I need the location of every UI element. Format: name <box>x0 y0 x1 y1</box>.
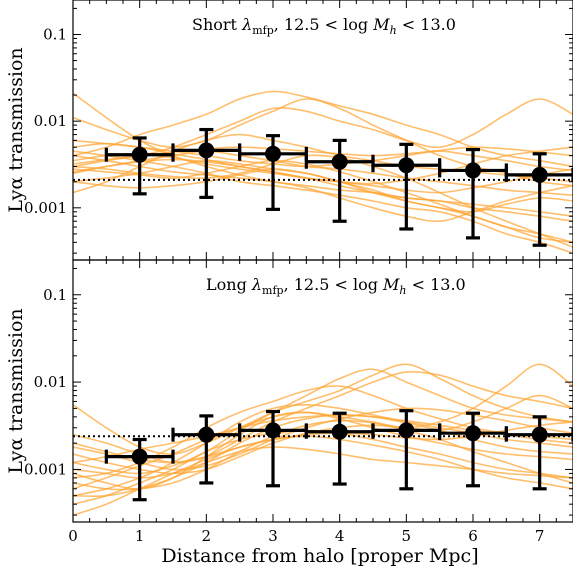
x-axis-label: Distance from halo [proper Mpc] <box>161 545 478 567</box>
top-sightline-12 <box>73 159 573 244</box>
top-axis-ticks: 0.001 0.01 0.1 <box>24 0 573 260</box>
top-data-point-group-7 <box>504 152 573 247</box>
top-data-point-group-6 <box>438 147 508 240</box>
bottom-y-tick-label: 0.1 <box>43 286 67 304</box>
top-data-point-6 <box>465 162 481 179</box>
bottom-panel: 0.001 0.01 0.1 Long λmfp, 12.5 < log Mh < … <box>5 259 573 523</box>
bottom-data-point-group-5 <box>371 409 442 491</box>
bottom-data-point-4 <box>331 423 348 440</box>
bottom-binned-points <box>104 409 573 502</box>
top-panel: 0.001 0.01 0.1 Short λmfp, 12.5 < log Mh <… <box>5 0 573 261</box>
top-data-point-2 <box>198 142 215 159</box>
top-data-point-5 <box>398 157 415 174</box>
x-tick-label: 5 <box>402 527 412 545</box>
top-data-point-7 <box>531 166 548 183</box>
bottom-sightline-9 <box>73 394 573 475</box>
top-y-tick-label: 0.1 <box>43 25 67 43</box>
top-sightline-15 <box>73 168 573 213</box>
x-tick-label: 4 <box>335 527 345 545</box>
top-sightline-9 <box>73 133 573 194</box>
x-tick-label: 6 <box>468 527 478 545</box>
bottom-sightline-2 <box>73 370 573 464</box>
top-data-point-group-2 <box>171 127 242 199</box>
top-sightline-11 <box>73 142 573 172</box>
bottom-y-tick-label: 0.01 <box>34 373 67 391</box>
top-sightline-4 <box>73 98 573 168</box>
x-tick-label: 3 <box>268 527 278 545</box>
bottom-sightline-16 <box>73 407 573 471</box>
top-sightline-8 <box>73 150 573 254</box>
bottom-sightline-1 <box>73 363 573 455</box>
x-tick-labels: 0 1 2 3 4 5 6 7 <box>68 527 544 545</box>
bottom-data-point-3 <box>265 422 281 439</box>
top-data-point-1 <box>131 146 148 163</box>
bottom-data-point-1 <box>131 448 148 465</box>
top-data-point-4 <box>331 153 348 170</box>
top-binned-points <box>104 127 573 247</box>
x-tick-label: 2 <box>202 527 212 545</box>
bottom-sightline-7 <box>73 411 573 490</box>
top-y-tick-label: 0.001 <box>24 199 67 217</box>
top-panel-frame <box>72 0 573 261</box>
bottom-data-point-group-1 <box>104 437 175 502</box>
top-sightlines <box>73 90 573 254</box>
bottom-sightline-14 <box>73 414 573 498</box>
top-data-point-group-4 <box>304 138 375 223</box>
bottom-sightlines <box>73 363 573 516</box>
top-y-axis-label: Lyα transmission <box>5 47 27 212</box>
bottom-axis-ticks: 0.001 0.01 0.1 <box>24 260 573 522</box>
bottom-sightline-10 <box>73 435 573 516</box>
bottom-data-point-group-2 <box>171 414 242 485</box>
bottom-data-point-group-6 <box>438 411 508 488</box>
top-y-tick-label: 0.01 <box>34 112 67 130</box>
top-sightline-3 <box>73 90 573 168</box>
bottom-data-point-group-7 <box>504 415 573 491</box>
bottom-data-point-6 <box>465 425 481 442</box>
bottom-data-point-7 <box>531 426 548 443</box>
top-sightline-16 <box>73 139 573 217</box>
top-sightline-2 <box>73 98 573 187</box>
top-data-point-group-1 <box>104 136 175 196</box>
bottom-data-point-5 <box>398 422 415 439</box>
top-sightline-6 <box>73 159 573 244</box>
bottom-sightline-8 <box>73 429 573 505</box>
x-tick-label: 1 <box>135 527 145 545</box>
bottom-panel-title: Long λmfp, 12.5 < log Mh < 13.0 <box>206 275 466 297</box>
bottom-y-axis-label: Lyα transmission <box>5 308 27 473</box>
x-tick-label: 0 <box>68 527 78 545</box>
bottom-sightline-15 <box>73 446 573 479</box>
top-panel-title: Short λmfp, 12.5 < log Mh < 13.0 <box>192 15 456 37</box>
top-sightline-10 <box>73 154 573 249</box>
bottom-y-tick-label: 0.001 <box>24 460 67 478</box>
top-data-point-group-3 <box>238 134 308 211</box>
top-data-point-3 <box>265 145 281 162</box>
bottom-data-point-2 <box>198 426 215 443</box>
x-tick-label: 7 <box>535 527 545 545</box>
